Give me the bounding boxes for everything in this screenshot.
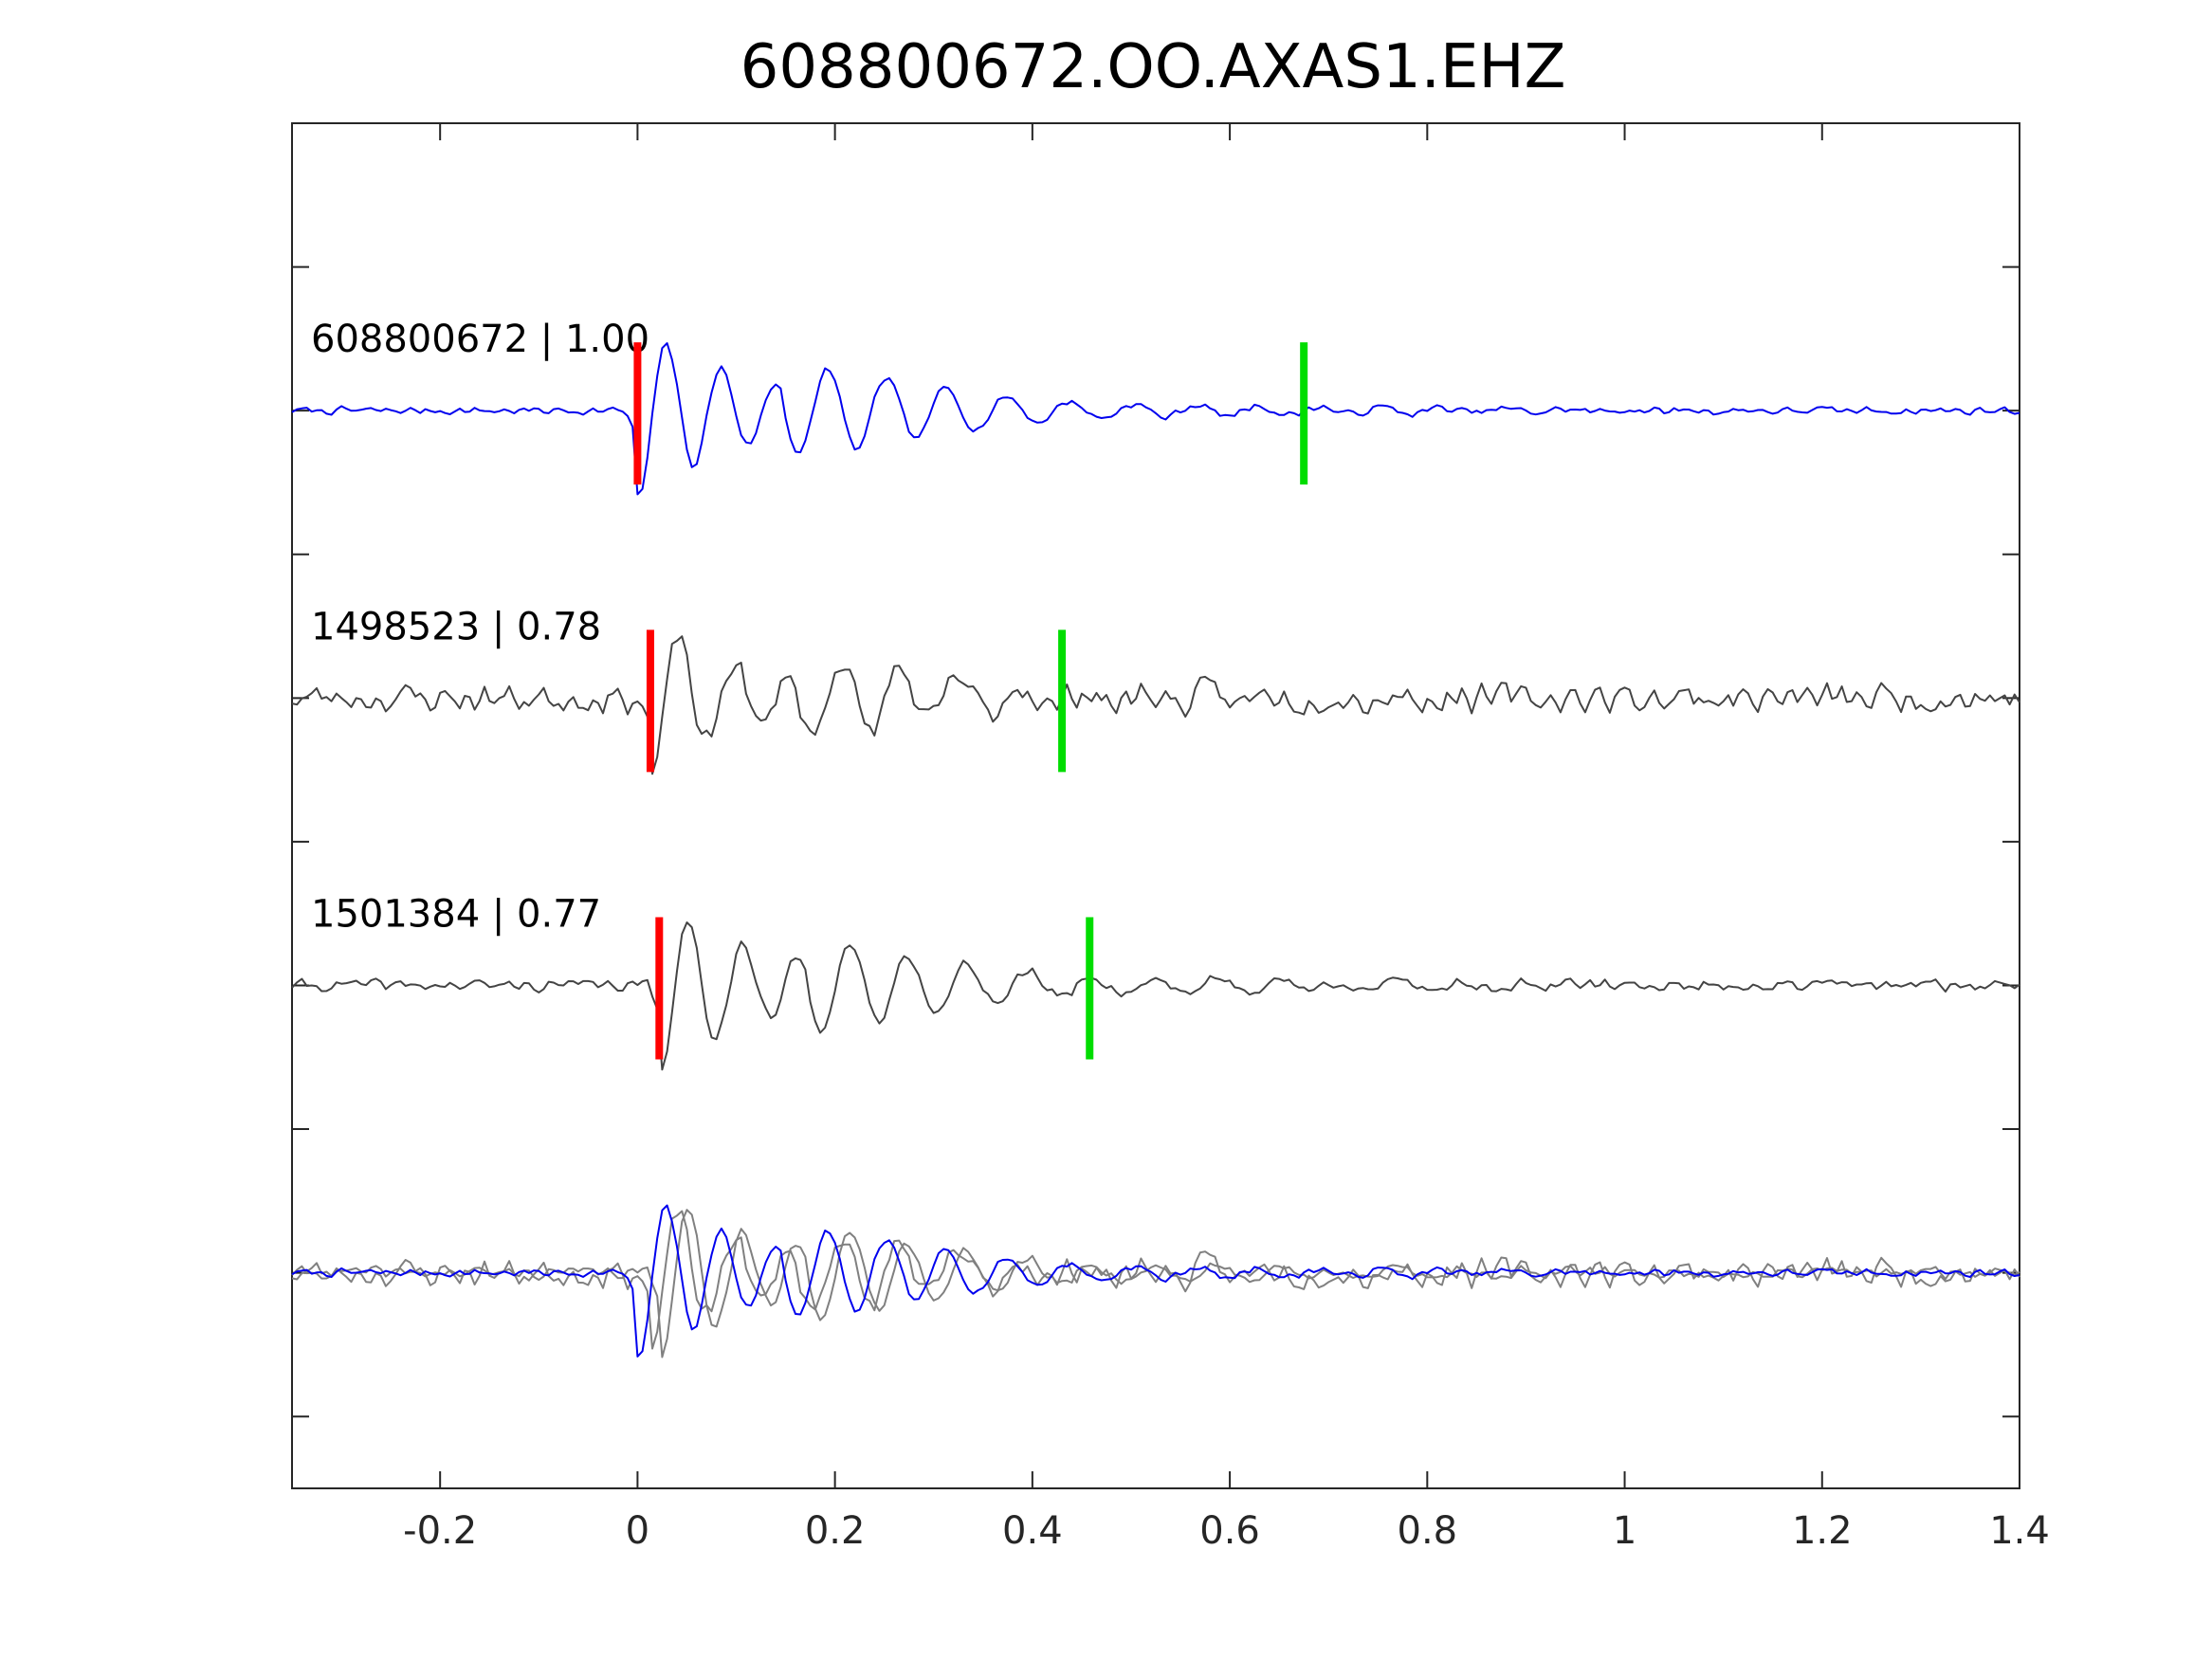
trace-1501384	[291, 921, 2020, 1071]
stack-trace-1498523	[291, 1210, 2020, 1350]
x-tick-label: 0.8	[1398, 1509, 1458, 1553]
plot-area: -0.2 0 0.2 0.4 0.6 0.8 1 1.2 1.4 608800672 | 1.00…	[291, 122, 2050, 1553]
chart-title: 608800672.OO.AXAS1.EHZ	[740, 32, 1566, 102]
stack-trace-608800672	[291, 1204, 2020, 1358]
x-tick-label: 0	[626, 1509, 649, 1553]
trace-608800672	[291, 342, 2020, 496]
trace-1498523	[291, 635, 2020, 775]
x-tick-label: 0.6	[1199, 1509, 1260, 1553]
x-tick-label: 0.4	[1002, 1509, 1063, 1553]
x-tick-label: 1	[1613, 1509, 1636, 1553]
axes-frame	[291, 122, 2020, 1489]
x-tick-label: 1.2	[1792, 1509, 1853, 1553]
trace-label: 608800672 | 1.00	[311, 318, 649, 361]
x-tick-label: 0.2	[805, 1509, 866, 1553]
stack-trace-1501384	[291, 1209, 2020, 1358]
x-tick-label: 1.4	[1989, 1509, 2050, 1553]
trace-label: 1498523 | 0.78	[311, 605, 601, 648]
trace-label: 1501384 | 0.77	[311, 892, 601, 936]
x-tick-label: -0.2	[403, 1509, 477, 1553]
